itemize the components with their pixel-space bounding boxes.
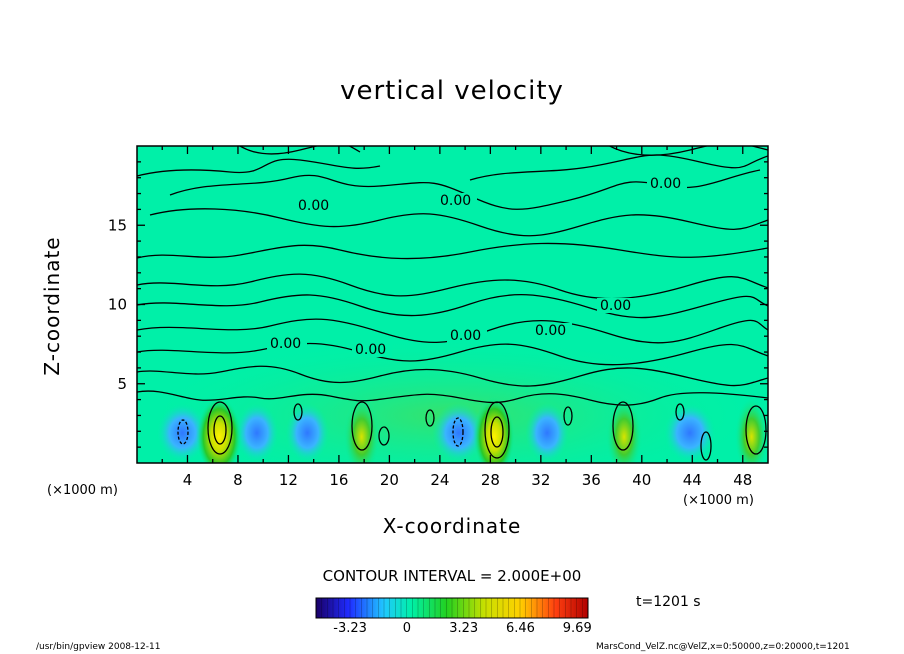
- contour-label: 0.00: [532, 323, 572, 339]
- downdraft-region: [525, 402, 570, 463]
- contour-loop: [700, 431, 712, 461]
- contour-loop: [177, 419, 189, 445]
- updraft-region: [473, 392, 515, 463]
- contour-loop: [563, 406, 573, 426]
- contour-loop: [484, 401, 510, 459]
- contour-line: [137, 242, 768, 260]
- svg-text:0.00: 0.00: [270, 336, 301, 352]
- x-tick-label: 48: [733, 471, 752, 489]
- contour-loop: [351, 401, 373, 451]
- contour-loop: [452, 417, 464, 447]
- colorbar: [315, 597, 589, 619]
- svg-text:0.00: 0.00: [450, 328, 481, 344]
- updraft-region: [734, 392, 768, 463]
- footer-right: MarsCond_VelZ.nc@VelZ,x=0:50000,z=0:2000…: [596, 642, 850, 652]
- x-tick-label: 44: [683, 471, 702, 489]
- contour-label: 0.00: [267, 336, 307, 352]
- updraft-region: [343, 392, 381, 463]
- colorbar-tick-label: 0: [402, 621, 412, 636]
- contour-loop: [293, 403, 303, 421]
- contour-loop: [745, 405, 767, 455]
- x-tick-label: 8: [233, 471, 243, 489]
- colorbar-tick-label: 9.69: [562, 621, 592, 636]
- x-unit-label-left: (×1000 m): [47, 483, 118, 498]
- contour-labels: 0.00 0.00 0.00 0.00 0.00 0.00 0.00 0.00: [267, 176, 687, 358]
- contour-line: [137, 294, 768, 319]
- contour-lines: [137, 146, 768, 461]
- contour-label: 0.00: [647, 176, 687, 192]
- svg-text:0.00: 0.00: [600, 298, 631, 314]
- colorbar-tick-label: -3.23: [333, 621, 367, 636]
- x-tick-label: 4: [183, 471, 193, 489]
- time-label: t=1201 s: [636, 594, 701, 610]
- contour-label: 0.00: [352, 342, 392, 358]
- contour-line: [137, 342, 768, 366]
- contour-loop: [378, 426, 390, 446]
- y-tick-label: 5: [117, 375, 127, 393]
- contour-loop: [425, 409, 435, 427]
- x-tick-label: 16: [329, 471, 348, 489]
- x-axis-label: X-coordinate: [382, 514, 522, 538]
- x-tick-label: 28: [481, 471, 500, 489]
- svg-text:0.00: 0.00: [298, 198, 329, 214]
- contour-line: [137, 273, 768, 300]
- contour-line: [137, 158, 381, 177]
- svg-text:0.00: 0.00: [355, 342, 386, 358]
- x-tick-label: 24: [430, 471, 449, 489]
- colorbar-tick-label: 6.46: [505, 621, 535, 636]
- svg-text:0.00: 0.00: [440, 193, 471, 209]
- contour-line: [238, 146, 361, 155]
- x-tick-label: 20: [380, 471, 399, 489]
- contour-label: 0.00: [447, 328, 487, 344]
- contour-line: [137, 365, 768, 387]
- contour-loop: [675, 403, 685, 421]
- contour-label: 0.00: [597, 298, 637, 314]
- chart-title: vertical velocity: [340, 76, 564, 106]
- x-tick-label: 36: [582, 471, 601, 489]
- contour-line: [137, 390, 768, 406]
- svg-text:0.00: 0.00: [535, 323, 566, 339]
- contour-loop: [490, 416, 504, 448]
- downdraft-region: [156, 402, 209, 463]
- y-tick-label: 15: [108, 216, 127, 234]
- contour-loop: [213, 415, 227, 445]
- x-tick-label: 40: [632, 471, 651, 489]
- downdraft-region: [285, 402, 330, 463]
- contour-label: 0.00: [295, 198, 335, 214]
- footer-left: /usr/bin/gpview 2008-12-11: [36, 642, 161, 652]
- svg-text:0.00: 0.00: [650, 176, 681, 192]
- downdraft-region: [234, 402, 279, 463]
- contour-line: [137, 318, 768, 344]
- x-tick-label: 12: [279, 471, 298, 489]
- contour-loop: [612, 401, 634, 451]
- downdraft-region: [432, 402, 486, 463]
- contour-interval: CONTOUR INTERVAL = 2.000E+00: [322, 567, 582, 585]
- contour-label: 0.00: [437, 193, 477, 209]
- contour-line: [149, 208, 768, 237]
- y-tick-label: 10: [108, 296, 127, 314]
- colorbar-tick-label: 3.23: [449, 621, 479, 636]
- x-tick-label: 32: [531, 471, 550, 489]
- contour-line: [469, 154, 768, 181]
- x-unit-label-right: (×1000 m): [683, 493, 754, 508]
- contour-line: [608, 146, 768, 156]
- updraft-region: [196, 392, 242, 463]
- contour-loop: [207, 401, 233, 455]
